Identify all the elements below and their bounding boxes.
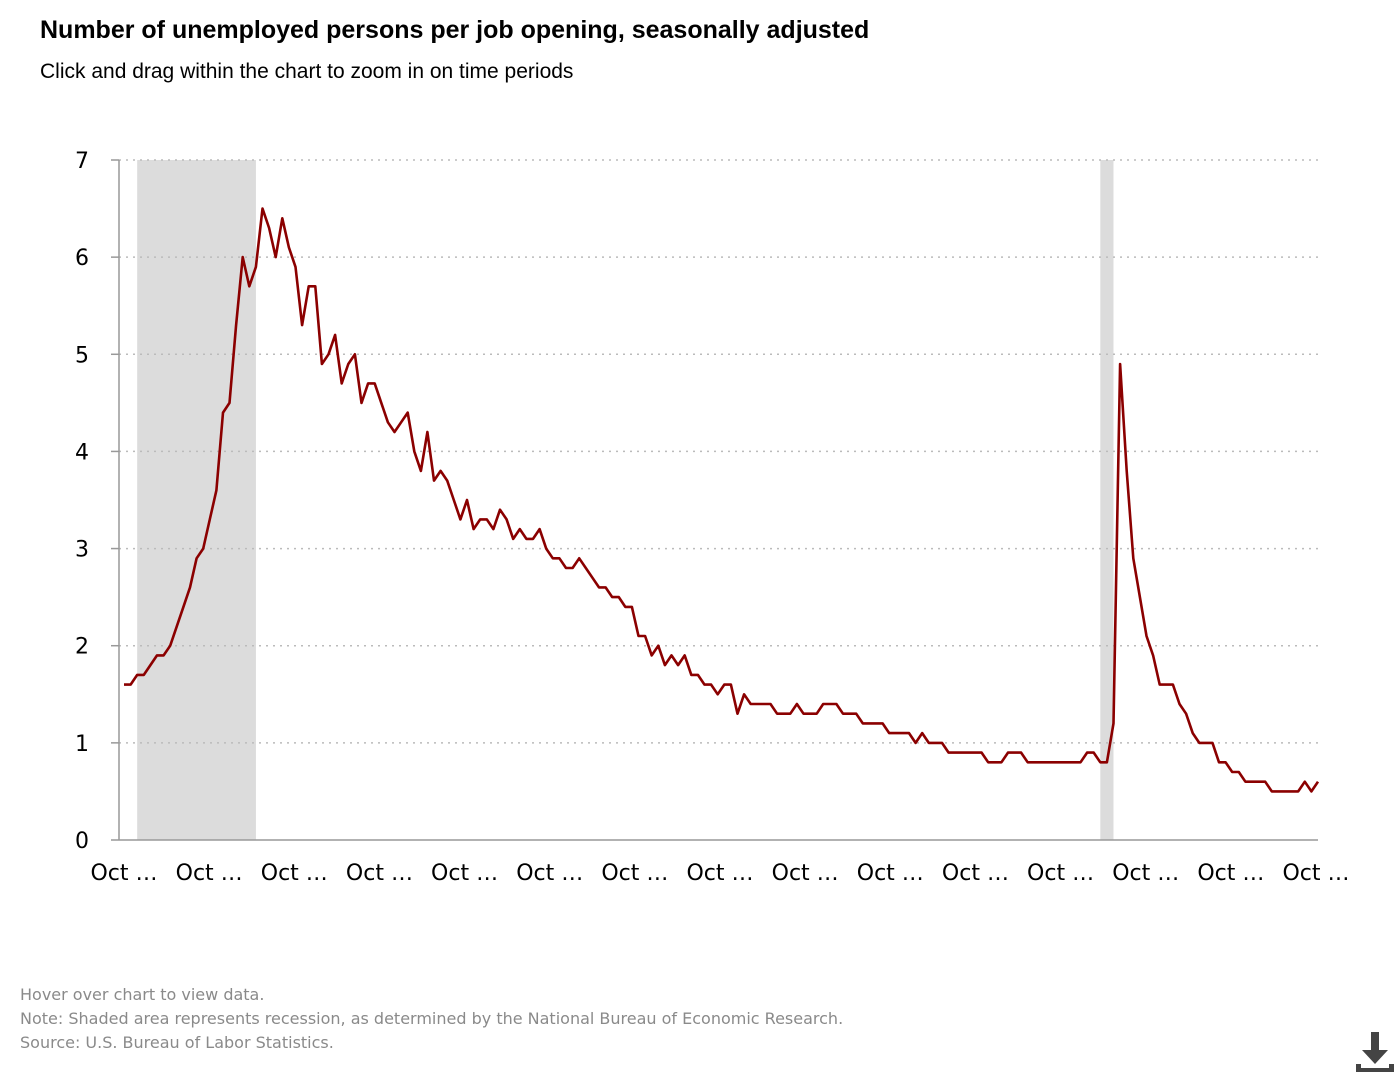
y-tick-label-2: 2 <box>75 635 89 660</box>
y-tick-label-4: 4 <box>75 440 89 465</box>
x-tick-label-8: Oct … <box>772 861 839 886</box>
recession-shading <box>137 160 1114 840</box>
series-lines[interactable] <box>124 207 1320 793</box>
y-tick-label-6: 6 <box>75 246 89 271</box>
x-tick-label-6: Oct … <box>601 861 668 886</box>
x-tick-label-2: Oct … <box>261 861 328 886</box>
y-tick-label-1: 1 <box>75 732 89 757</box>
x-tick-label-0: Oct … <box>90 861 157 886</box>
gridlines <box>119 159 1318 744</box>
recession-band-0 <box>137 160 256 840</box>
download-icon-graphic <box>1356 1032 1394 1072</box>
x-tick-label-11: Oct … <box>1027 861 1094 886</box>
series-line-0[interactable] <box>124 207 1320 793</box>
x-tick-label-10: Oct … <box>942 861 1009 886</box>
y-tick-label-5: 5 <box>75 343 89 368</box>
x-tick-label-13: Oct … <box>1197 861 1264 886</box>
x-tick-label-3: Oct … <box>346 861 413 886</box>
x-tick-label-1: Oct … <box>176 861 243 886</box>
x-tick-label-7: Oct … <box>686 861 753 886</box>
x-tick-label-12: Oct … <box>1112 861 1179 886</box>
chart-subtitle: Click and drag within the chart to zoom … <box>40 60 574 83</box>
x-tick-label-5: Oct … <box>516 861 583 886</box>
chart-title: Number of unemployed persons per job ope… <box>40 16 870 44</box>
source-note: Source: U.S. Bureau of Labor Statistics. <box>20 1033 334 1052</box>
hover-note: Hover over chart to view data. <box>20 985 265 1004</box>
download-icon[interactable] <box>1352 1028 1398 1074</box>
y-tick-label-7: 7 <box>75 149 89 174</box>
axes <box>118 160 1318 841</box>
x-axis-ticks: Oct … Oct … Oct … Oct … Oct … Oct … Oct … Oct …… <box>90 861 1349 886</box>
recession-note: Note: Shaded area represents recession, … <box>20 1009 844 1028</box>
recession-band-1 <box>1100 160 1114 840</box>
x-tick-label-9: Oct … <box>857 861 924 886</box>
x-tick-label-14: Oct … <box>1282 861 1349 886</box>
y-axis-ticks: 0 1 2 3 4 5 6 7 <box>75 149 119 854</box>
x-tick-label-4: Oct … <box>431 861 498 886</box>
y-tick-label-3: 3 <box>75 538 89 563</box>
chart-notes: Hover over chart to view data. Note: Sha… <box>20 983 843 1055</box>
y-tick-label-0: 0 <box>75 829 89 854</box>
